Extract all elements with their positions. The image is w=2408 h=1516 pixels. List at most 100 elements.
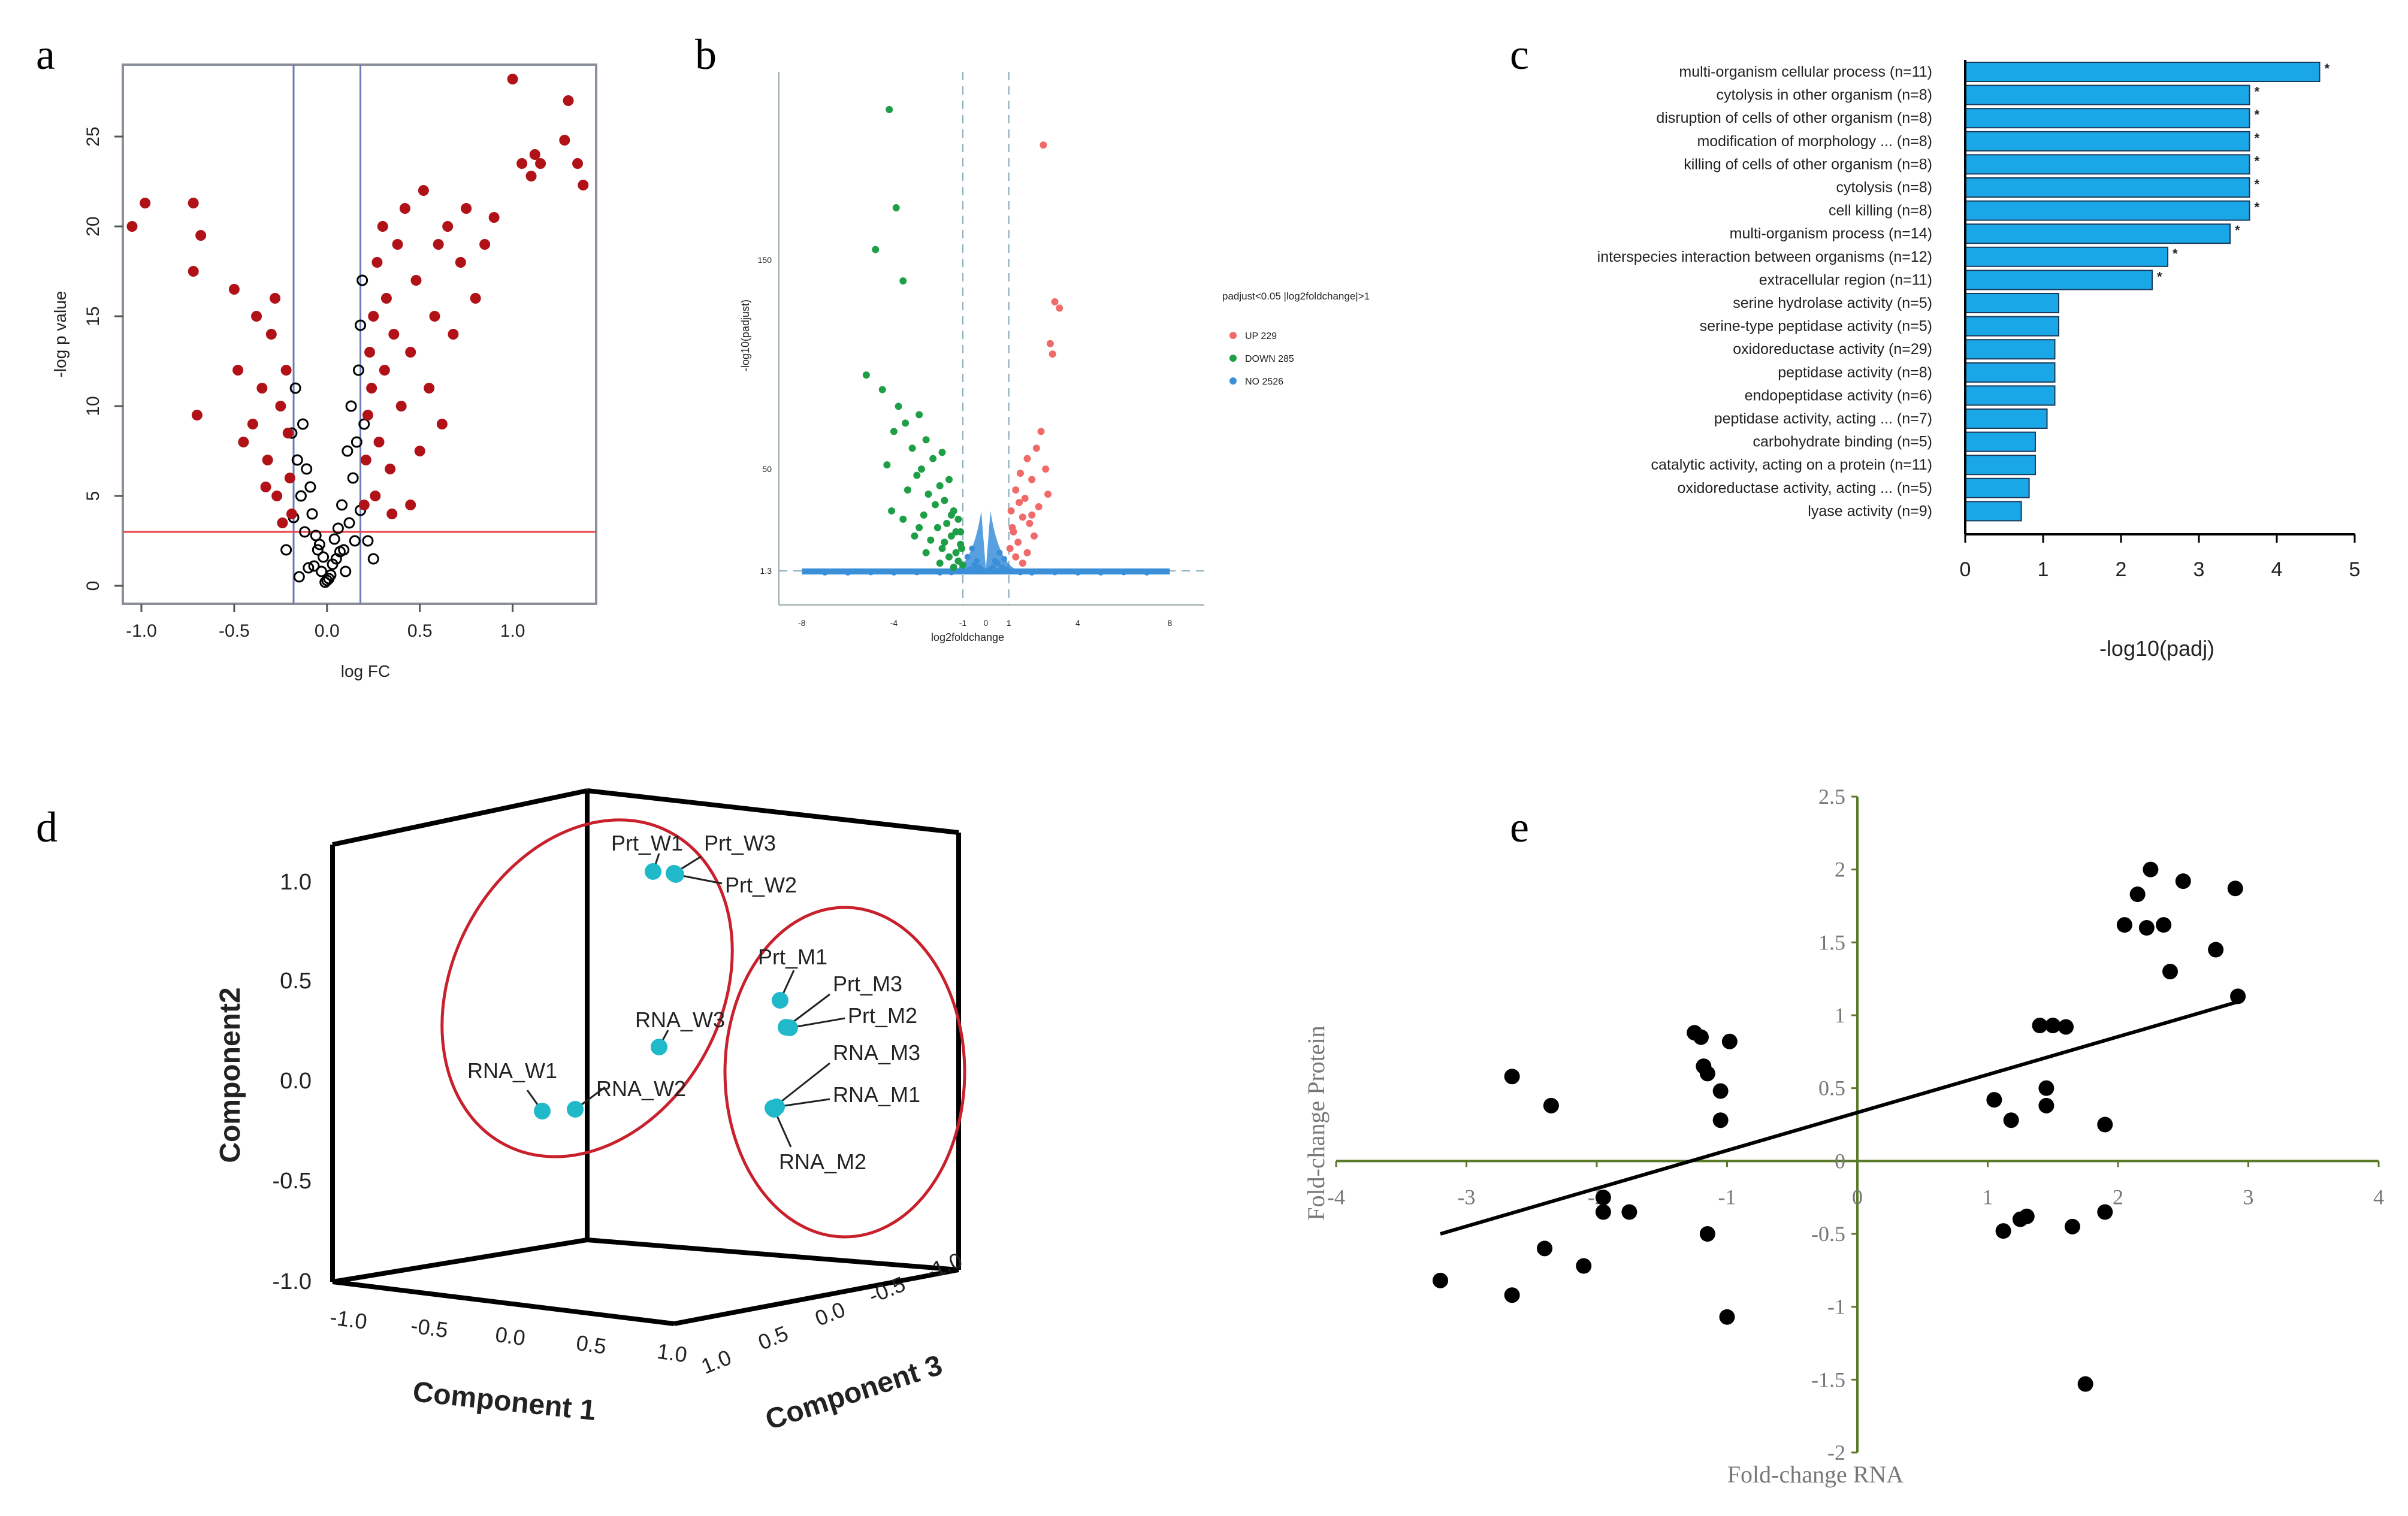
sample-label: Prt_M1 [758,945,827,969]
category-label: cell killing (n=8) [1829,202,1932,219]
nonsignificant-point [349,535,361,547]
x-tick-label: 1 [1007,618,1011,628]
no-change-point [868,569,874,576]
data-point [2012,1211,2028,1227]
point-leader-line [776,1098,830,1108]
bar [1965,200,2250,221]
y-tick-label: 0 [83,581,103,591]
significant-point [360,455,371,465]
down-point [878,386,886,394]
significant-point [364,347,376,358]
sample-point [534,1103,551,1119]
no-change-point [948,569,954,576]
down-point [958,544,966,552]
significant-point [488,212,500,223]
y-tick-label: -1 [1827,1295,1845,1319]
sample-label: Prt_M2 [848,1003,917,1028]
data-point [1504,1287,1520,1303]
category-label: modification of morphology ... (n=8) [1697,133,1932,150]
legend-entry: UP 229 [1245,331,1277,341]
significant-point [358,500,370,510]
nonsignificant-point [291,454,303,466]
category-label: peptidase activity (n=8) [1778,364,1932,381]
sample-label: RNA_M1 [833,1082,920,1107]
no-change-point [1120,569,1127,576]
category-label: oxidoreductase activity (n=29) [1733,341,1932,358]
up-point [1040,141,1047,149]
category-label: interspecies interaction between organis… [1597,249,1932,265]
significant-point [373,437,385,447]
data-point [2162,964,2178,979]
up-point [1028,511,1036,519]
up-point [1028,476,1036,483]
significant-point [479,239,491,250]
no-change-point [845,569,851,576]
no-change-point [962,568,968,575]
y-tick-label: 10 [83,396,103,416]
significant-point [282,428,294,438]
up-point [1031,532,1038,540]
nonsignificant-point [356,274,368,286]
nonsignificant-point [318,551,330,563]
y-axis-label: -log p value [51,291,70,378]
no-change-point [1001,556,1008,562]
up-point [1023,549,1031,556]
down-point [899,515,907,523]
bar [1965,62,2321,82]
data-point [1719,1309,1735,1325]
cube-edge [587,788,959,835]
data-point [1595,1190,1611,1206]
cube-edge [332,1279,675,1326]
down-point [943,519,951,527]
significant-point [370,491,381,501]
significant-point [442,221,454,232]
data-point [2143,861,2159,877]
data-point [2045,1018,2061,1034]
no-change-point [999,564,1005,571]
up-point [1035,503,1043,510]
category-label: endopeptidase activity (n=6) [1745,387,1932,404]
up-point [1012,553,1020,561]
no-change-point [1074,569,1081,576]
significant-point [385,464,396,474]
cluster-ellipse-m [723,906,966,1239]
nonsignificant-point [347,472,359,484]
significance-mark: * [2255,177,2260,192]
x-tick-label: -1.0 [126,621,157,641]
y-tick-label: -1.0 [273,1269,312,1294]
y-tick-label: 15 [83,306,103,326]
data-point [1712,1112,1729,1128]
sample-point [645,863,661,880]
up-point [1014,538,1022,546]
data-point [1504,1069,1520,1085]
panel-d-pca-3d: 1.0 0.5 0.0 -0.5 -1.0 -1.0 -0.5 0.0 0.5 1.0 1.0 0.5… [214,788,966,1436]
panel-b-volcano: -8 -4 -1 0 1 4 8 1.3 50 150 log2foldchange -log10(p… [739,72,1370,643]
bar [1965,270,2153,291]
cube-edge [332,788,588,847]
significant-point [470,293,481,304]
y-axis-label: Component2 [214,987,246,1163]
y-tick-label: 1.5 [1818,930,1845,954]
category-label: extracellular region (n=11) [1759,271,1932,288]
up-point [1056,304,1063,312]
down-point [938,449,946,456]
data-point [1543,1097,1559,1113]
bar [1965,293,2059,313]
significance-mark: * [2255,153,2260,168]
up-point [1012,486,1020,494]
significance-mark: * [2255,107,2260,122]
x-tick-label: 3 [2194,558,2205,581]
significant-point [399,203,410,214]
no-change-point [1098,569,1104,576]
y-tick-label: 25 [83,126,103,146]
significant-point [578,180,589,190]
nonsignificant-point [313,538,325,550]
z-axis-label: Component 3 [762,1349,946,1436]
significant-point [424,383,435,394]
nonsignificant-point [304,481,316,493]
no-change-point [1029,569,1035,576]
y-tick-label: 50 [762,464,772,474]
down-point [922,436,930,444]
legend-entry: NO 2526 [1245,377,1283,387]
down-point [920,511,927,519]
